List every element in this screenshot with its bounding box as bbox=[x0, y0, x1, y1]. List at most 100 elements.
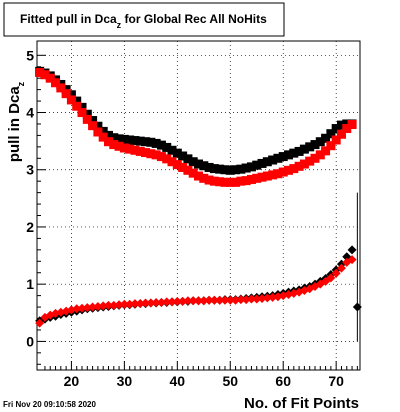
data-point bbox=[45, 310, 55, 320]
axes: 20 30 40 50 60 70 0 1 2 3 4 5 bbox=[26, 47, 358, 389]
data-point bbox=[336, 120, 346, 130]
x-tick-label: 40 bbox=[170, 373, 186, 389]
data-point bbox=[284, 150, 294, 160]
data-point bbox=[262, 293, 272, 303]
data-point bbox=[231, 295, 241, 305]
data-point bbox=[146, 298, 156, 308]
data-point bbox=[236, 164, 246, 174]
title-frame bbox=[3, 2, 285, 37]
data-point bbox=[225, 165, 235, 175]
data-point bbox=[315, 137, 325, 147]
data-point bbox=[246, 162, 256, 172]
data-point bbox=[321, 146, 331, 156]
data-point bbox=[88, 116, 98, 126]
data-point bbox=[241, 163, 251, 173]
data-point bbox=[231, 165, 241, 175]
data-point bbox=[326, 141, 336, 151]
data-point bbox=[326, 273, 336, 283]
data-point bbox=[103, 130, 113, 140]
data-point bbox=[98, 132, 108, 142]
data-point bbox=[88, 302, 98, 312]
data-point bbox=[103, 300, 113, 310]
data-point bbox=[199, 173, 209, 183]
data-point bbox=[336, 263, 346, 273]
data-point bbox=[162, 297, 172, 307]
data-point bbox=[268, 170, 278, 180]
data-point bbox=[93, 301, 103, 311]
data-point bbox=[278, 167, 288, 177]
data-point bbox=[151, 297, 161, 307]
data-point bbox=[135, 146, 145, 156]
chart-title: Fitted pull in Dcaz for Global Rec All N… bbox=[20, 12, 267, 30]
data-point bbox=[347, 255, 357, 265]
data-point bbox=[246, 174, 256, 184]
data-point bbox=[98, 301, 108, 311]
data-point bbox=[220, 295, 230, 305]
data-point bbox=[125, 299, 135, 309]
data-point bbox=[188, 157, 198, 167]
data-point bbox=[241, 295, 251, 305]
data-point bbox=[273, 169, 283, 179]
data-point bbox=[236, 295, 246, 305]
data-point bbox=[45, 73, 55, 83]
data-point bbox=[141, 137, 151, 147]
data-point bbox=[209, 295, 219, 305]
y-axis-title: pull in Dcaz bbox=[6, 81, 26, 162]
data-point bbox=[51, 78, 61, 88]
data-point bbox=[114, 134, 124, 144]
data-point bbox=[273, 153, 283, 163]
data-point bbox=[331, 268, 341, 278]
data-point bbox=[347, 245, 357, 255]
data-point bbox=[119, 134, 129, 144]
data-point bbox=[289, 148, 299, 158]
data-point bbox=[82, 109, 92, 119]
plot-frame bbox=[36, 40, 361, 371]
data-point bbox=[215, 164, 225, 174]
data-point bbox=[236, 176, 246, 186]
data-point bbox=[215, 177, 225, 187]
data-point bbox=[146, 149, 156, 159]
data-point bbox=[246, 294, 256, 304]
data-point bbox=[204, 175, 214, 185]
timestamp: Fri Nov 20 09:10:58 2020 bbox=[3, 400, 96, 409]
data-point bbox=[167, 157, 177, 167]
data-point bbox=[204, 162, 214, 172]
data-point bbox=[162, 142, 172, 152]
data-point bbox=[178, 151, 188, 161]
data-point bbox=[119, 143, 129, 153]
data-point bbox=[146, 137, 156, 147]
data-point bbox=[225, 177, 235, 187]
data-point bbox=[331, 124, 341, 134]
data-point bbox=[156, 152, 166, 162]
data-point bbox=[194, 296, 203, 306]
data-point bbox=[130, 145, 140, 155]
data-point bbox=[310, 153, 320, 163]
data-point bbox=[331, 135, 341, 145]
data-point bbox=[188, 168, 198, 178]
data-point bbox=[172, 296, 182, 306]
data-point bbox=[278, 152, 288, 162]
grid bbox=[37, 41, 360, 370]
title-box: Fitted pull in Dcaz for Global Rec All N… bbox=[3, 2, 285, 37]
data-point bbox=[178, 162, 188, 172]
data-point bbox=[77, 303, 87, 313]
data-point bbox=[257, 158, 267, 168]
data-point bbox=[125, 144, 135, 154]
data-point bbox=[183, 165, 193, 175]
data-point bbox=[194, 171, 203, 181]
data-point bbox=[172, 148, 182, 158]
y-tick-label: 1 bbox=[26, 276, 34, 292]
data-point bbox=[119, 299, 129, 309]
data-point bbox=[77, 108, 87, 118]
data-point bbox=[262, 171, 272, 181]
data-point bbox=[35, 67, 45, 77]
data-marks bbox=[35, 66, 362, 342]
x-tick-label: 50 bbox=[222, 373, 238, 389]
data-point bbox=[220, 177, 230, 187]
data-point bbox=[305, 142, 315, 152]
data-point bbox=[109, 133, 119, 143]
y-tick-label: 2 bbox=[26, 219, 34, 235]
data-point bbox=[268, 292, 278, 302]
data-point bbox=[167, 145, 177, 155]
data-point bbox=[352, 302, 362, 312]
